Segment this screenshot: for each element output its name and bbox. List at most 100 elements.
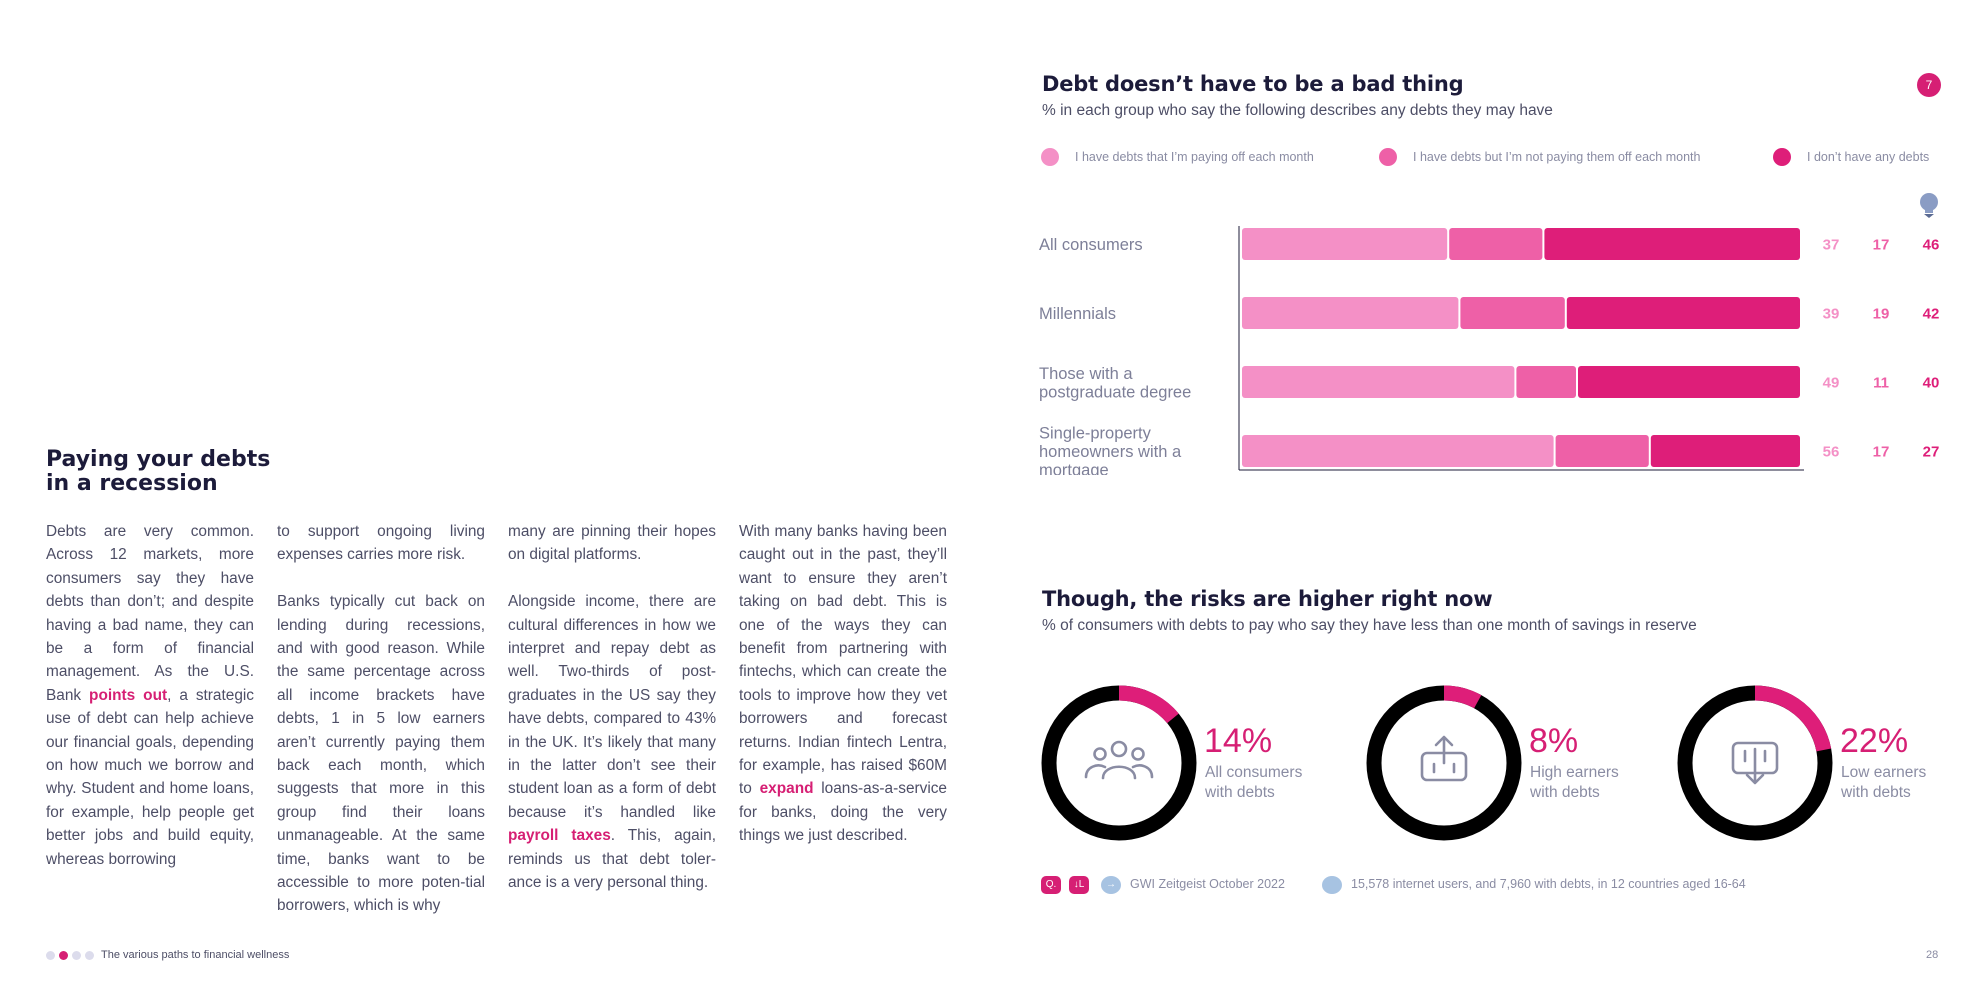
group-label-line: mortgage: [1039, 462, 1109, 476]
group-label-line: All consumers: [1039, 236, 1143, 254]
value-label: 49: [1823, 375, 1840, 392]
value-label: 40: [1923, 375, 1940, 392]
bar-segment: [1242, 435, 1554, 467]
legend-item-not-paying-off: I have debts but I’m not paying them off…: [1379, 147, 1700, 167]
value-label: 19: [1873, 306, 1890, 323]
article-column-1: Debts are very common. Across 12 markets…: [46, 520, 254, 871]
article-column-2: to support ongoing living expenses carri…: [277, 520, 485, 918]
bar-segment: [1544, 228, 1800, 260]
footer-section-title: The various paths to financial wellness: [101, 949, 290, 961]
article-paragraph: to support ongoing living expenses carri…: [277, 523, 485, 564]
article-paragraph: many are pinning their hopes on digital …: [508, 523, 716, 564]
article-column-3: many are pinning their hopes on digital …: [508, 520, 716, 894]
paragraph-text: Debts are very common. Across 12 markets…: [46, 523, 254, 704]
bar-segment: [1555, 435, 1649, 467]
donut-value-high-earners: 8%: [1529, 722, 1579, 760]
value-label: 46: [1923, 237, 1940, 254]
base-note: 15,578 internet users, and 7,960 with de…: [1351, 877, 1746, 891]
chart-2-title: Though, the risks are higher right now: [1042, 587, 1493, 611]
legend-swatch: [1773, 148, 1791, 166]
donut-low-earners: [1675, 683, 1835, 843]
donut-caption-all-consumers: All consumers with debts: [1205, 763, 1302, 803]
people-group-icon: [1084, 740, 1154, 780]
article-paragraph: With many banks having been caught out i…: [739, 520, 947, 848]
caption-line: All consumers: [1205, 764, 1303, 781]
bar-segment: [1650, 435, 1800, 467]
chart-1-title: Debt doesn’t have to be a bad thing: [1042, 72, 1464, 96]
export-icon: [1420, 735, 1468, 782]
legend-swatch: [1379, 148, 1397, 166]
donut-arc: [1366, 685, 1522, 841]
progress-dot: [85, 951, 94, 960]
value-label: 42: [1923, 306, 1940, 323]
chart-1-bar-chart: All consumers 37 17 46 Millennials 39 19 42 Thos…: [1039, 226, 1940, 476]
donut-caption-low-earners: Low earners with debts: [1841, 763, 1926, 803]
value-label: 11: [1873, 375, 1889, 392]
chart-1-subtitle: % in each group who say the following de…: [1042, 102, 1553, 119]
bar-segment: [1460, 297, 1565, 329]
legend-label: I don’t have any debts: [1807, 150, 1930, 164]
source-badge[interactable]: →: [1101, 876, 1121, 894]
article-title: Paying your debts in a recession: [46, 448, 306, 496]
donut-value-low-earners: 22%: [1840, 722, 1909, 760]
progress-dot: [46, 951, 55, 960]
donut-chart: [1366, 685, 1522, 841]
bar-segment: [1242, 297, 1459, 329]
page-badge: 7: [1917, 73, 1941, 97]
article-title-line-1: Paying your debts: [46, 447, 271, 472]
legend-item-no-debts: I don’t have any debts: [1773, 147, 1929, 167]
donut-caption-high-earners: High earners with debts: [1530, 763, 1619, 803]
bar-segment: [1566, 297, 1800, 329]
value-label: 17: [1873, 237, 1890, 254]
bar-segment: [1516, 366, 1576, 398]
article-paragraph: Alongside income, there are cultural dif…: [508, 590, 716, 894]
value-label: 56: [1823, 444, 1840, 461]
group-label-line: Single-property: [1039, 425, 1152, 443]
group-label: Those with a postgraduate degree: [1039, 365, 1191, 402]
legend-label: I have debts that I’m paying off each mo…: [1075, 150, 1314, 164]
caption-line: with debts: [1841, 784, 1911, 801]
donut-value-all-consumers: 14%: [1204, 722, 1273, 760]
group-label: All consumers: [1039, 236, 1143, 254]
payroll-taxes-link[interactable]: payroll taxes: [508, 827, 611, 845]
expand-link[interactable]: expand: [759, 780, 814, 798]
import-icon: [1731, 741, 1779, 785]
bar-segment: [1449, 228, 1543, 260]
base-badge[interactable]: [1322, 876, 1342, 894]
donut-chart: [1041, 685, 1197, 841]
article-paragraph: Banks typically cut back on lending duri…: [277, 593, 485, 915]
value-label: 39: [1823, 306, 1840, 323]
bar-segment: [1242, 228, 1448, 260]
donut-high-earners: [1364, 683, 1524, 843]
paragraph-text: loans-as-a-service for banks, doing the …: [739, 780, 947, 845]
value-label: 27: [1923, 444, 1940, 461]
donut-arc: [1677, 685, 1833, 841]
group-label-line: Those with a: [1039, 365, 1133, 383]
question-badge[interactable]: Q.: [1041, 876, 1061, 894]
chart-2-subtitle: % of consumers with debts to pay who say…: [1042, 617, 1697, 634]
group-label-line: homeowners with a: [1039, 443, 1182, 461]
paragraph-text: . This, again, reminds us that debt tole…: [508, 827, 716, 892]
page-number: 28: [1926, 949, 1939, 961]
group-label-line: Millennials: [1039, 305, 1116, 323]
article-title-line-2: in a recession: [46, 471, 218, 496]
donut-all-consumers: [1039, 683, 1199, 843]
paragraph-text: , a strategic use of debt can help achie…: [46, 686, 254, 868]
progress-dot-active: [59, 951, 68, 960]
legend-label: I have debts but I’m not paying them off…: [1413, 150, 1701, 164]
lightbulb-icon: [1920, 193, 1938, 218]
progress-dot: [72, 951, 81, 960]
legend-item-paying-off: I have debts that I’m paying off each mo…: [1041, 147, 1314, 167]
group-label: Millennials: [1039, 305, 1116, 323]
paragraph-text: Alongside income, there are cultural dif…: [508, 593, 716, 821]
chart-badge[interactable]: ↓L: [1069, 876, 1089, 894]
group-label-line: postgraduate degree: [1039, 383, 1191, 401]
points-out-link[interactable]: points out: [89, 686, 168, 704]
article-column-4: With many banks having been caught out i…: [739, 520, 947, 848]
value-label: 17: [1873, 444, 1890, 461]
bar-segment: [1242, 366, 1515, 398]
donut-arc: [1041, 685, 1197, 841]
caption-line: with debts: [1530, 784, 1600, 801]
article-paragraph: Debts are very common. Across 12 markets…: [46, 520, 254, 871]
section-progress-dots: [46, 951, 94, 960]
